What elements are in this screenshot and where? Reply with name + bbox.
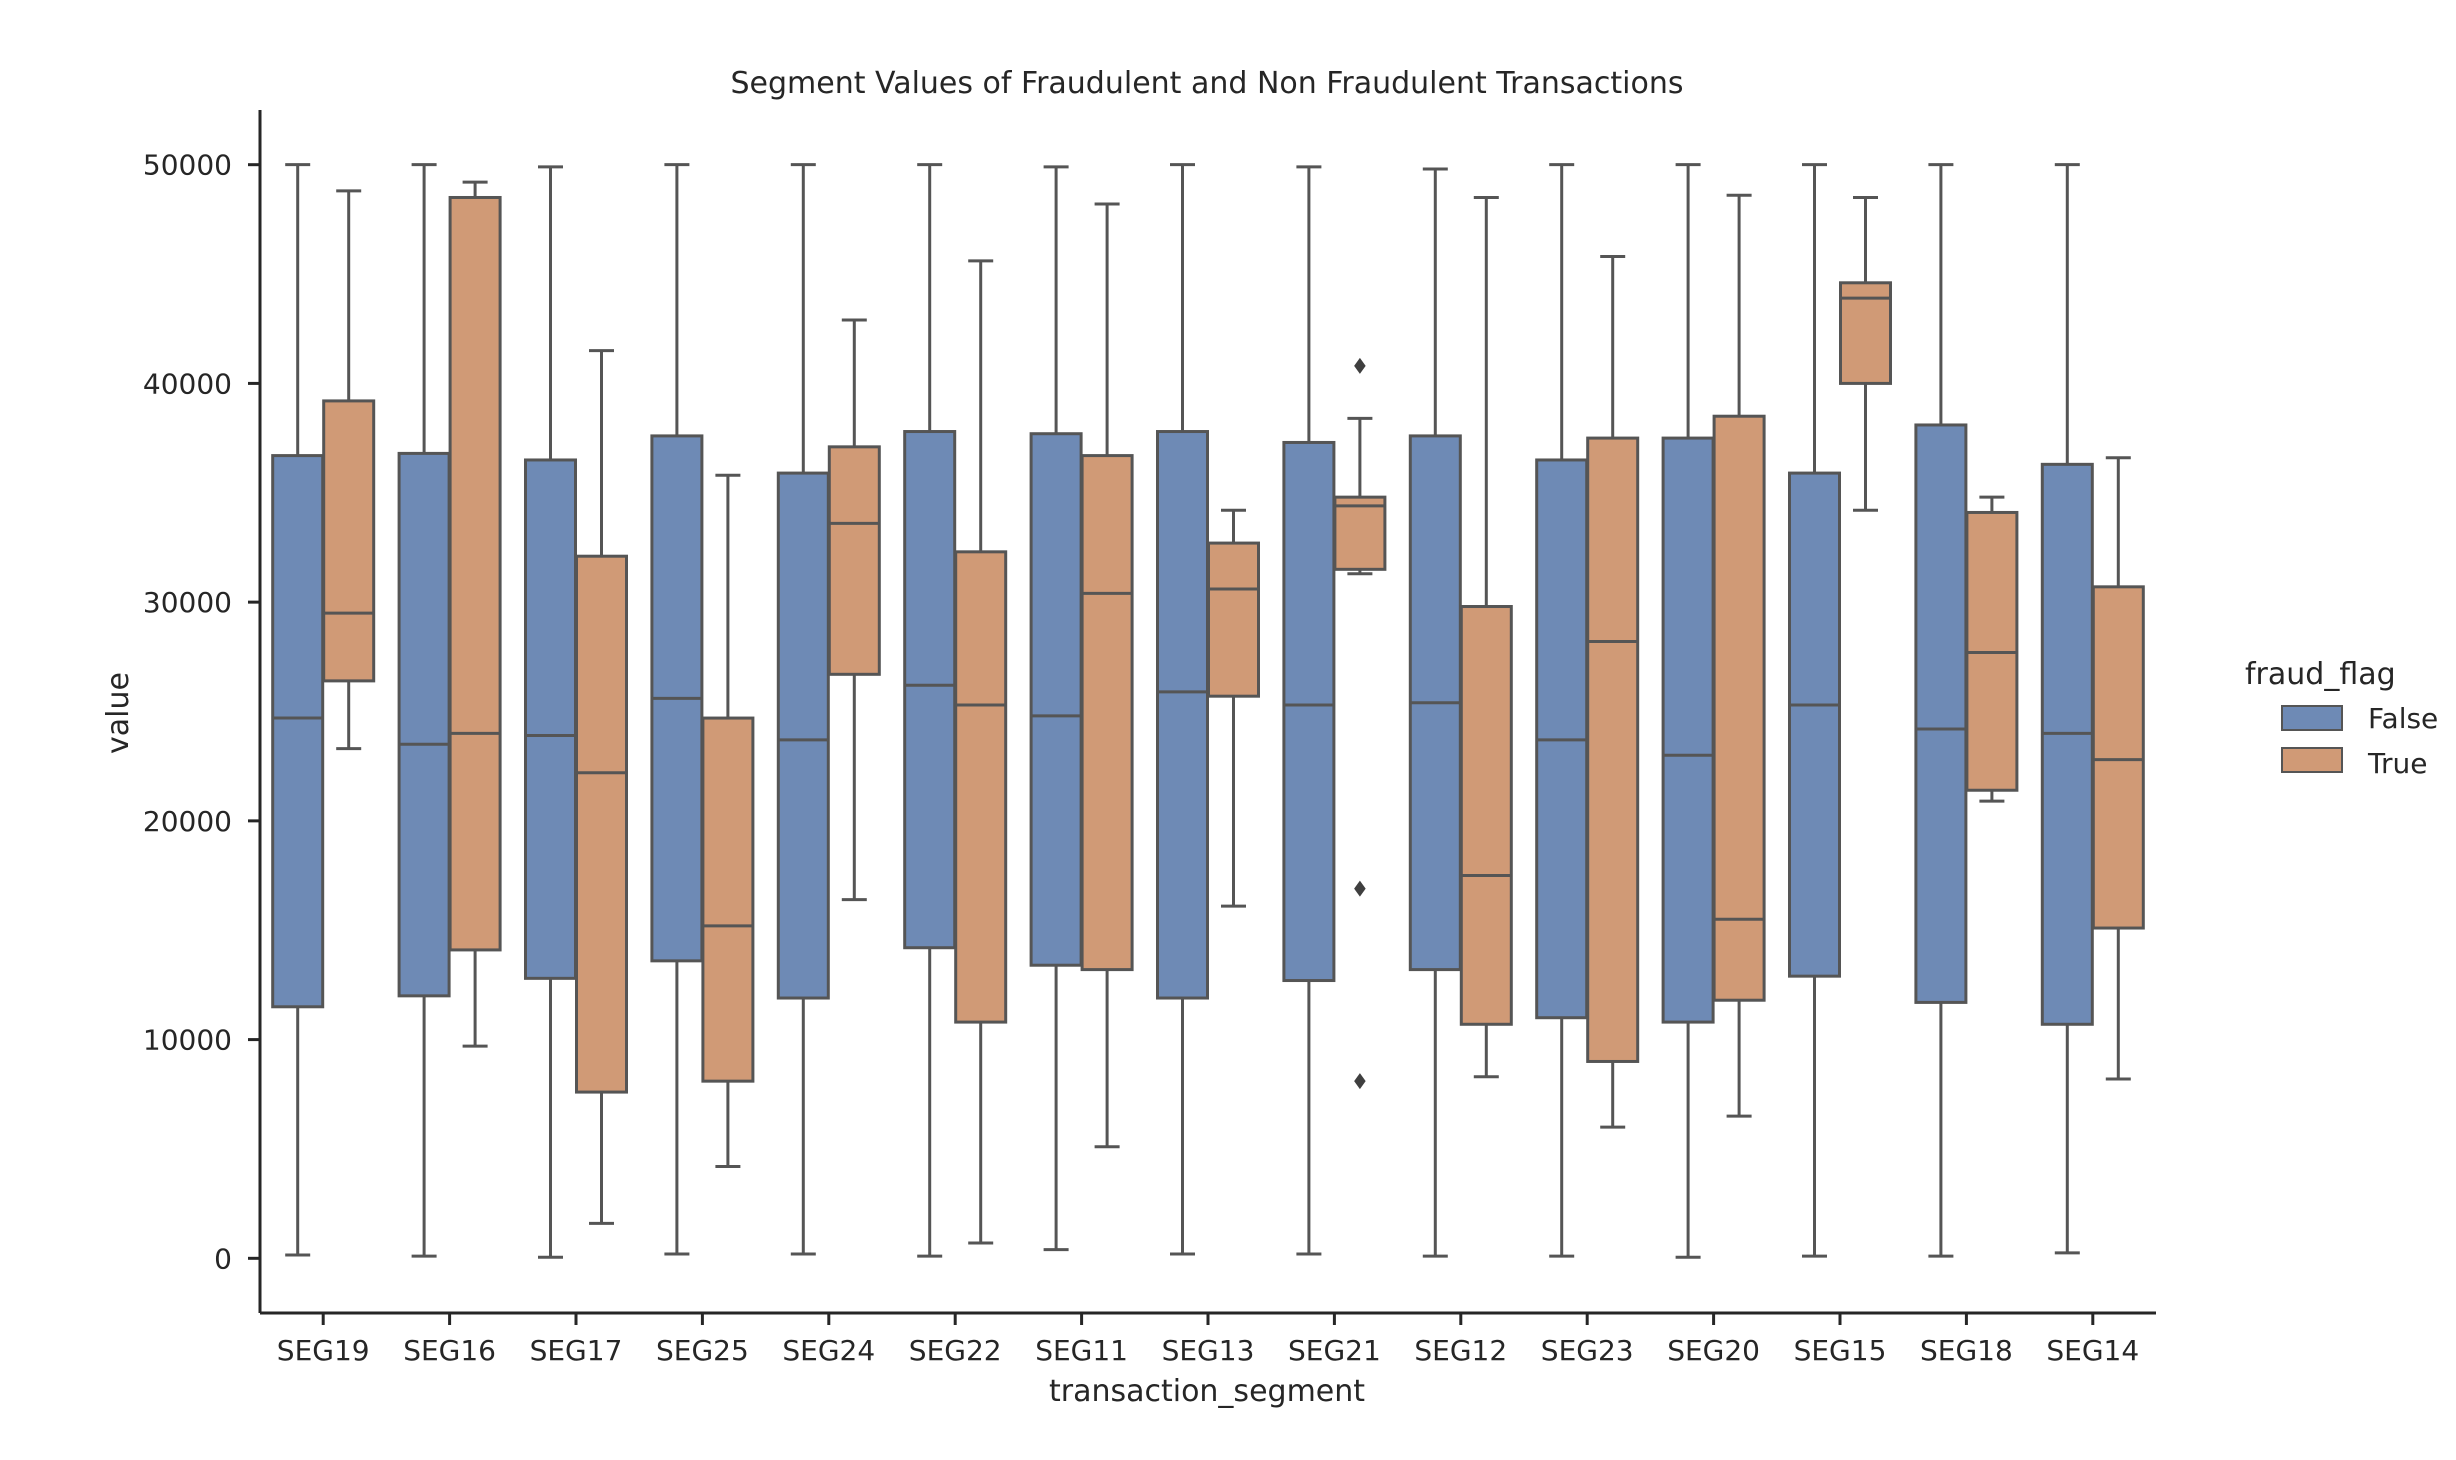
y-tick-label: 0: [214, 1242, 232, 1275]
x-axis-label: transaction_segment: [1049, 1374, 1365, 1409]
box-iqr: [1080, 454, 1134, 972]
box-seg22-false: [903, 163, 957, 1258]
box-seg16-false: [397, 163, 451, 1258]
box-seg20-true: [1712, 193, 1766, 1118]
x-tick-label: SEG16: [403, 1334, 496, 1367]
legend-item-true: True: [2281, 747, 2427, 780]
box-seg14-true: [2091, 456, 2145, 1081]
box-iqr: [776, 471, 830, 1000]
chart-title: Segment Values of Fraudulent and Non Fra…: [730, 66, 1683, 101]
box-iqr: [701, 716, 755, 1083]
legend-swatch-true: [2281, 747, 2343, 773]
box-seg25-true: [701, 473, 755, 1168]
boxes-layer: [271, 163, 2145, 1259]
box-iqr: [1207, 541, 1260, 698]
box-iqr: [2040, 462, 2094, 1026]
x-tick-label: SEG13: [1162, 1334, 1255, 1367]
box-seg17-true: [575, 349, 628, 1225]
legend-title: fraud_flag: [2245, 657, 2396, 692]
box-seg18-true: [1965, 495, 2019, 803]
y-tick-label: 40000: [143, 367, 232, 400]
box-iqr: [1333, 495, 1387, 571]
box-iqr: [397, 451, 451, 998]
x-tick-label: SEG25: [656, 1334, 749, 1367]
box-seg15-true: [1839, 195, 1892, 512]
box-iqr: [1156, 430, 1209, 1000]
box-seg24-true: [827, 318, 881, 902]
outlier-point: [1354, 1073, 1366, 1090]
legend: fraud_flag False True: [2245, 657, 2438, 780]
outlier-point: [1354, 880, 1366, 897]
box-iqr: [448, 195, 502, 952]
box-seg20-false: [1661, 163, 1715, 1259]
x-tick-label: SEG20: [1667, 1334, 1760, 1367]
box-seg12-true: [1459, 195, 1513, 1079]
box-iqr: [954, 550, 1008, 1024]
box-iqr: [575, 554, 628, 1094]
x-tick-label: SEG11: [1035, 1334, 1128, 1367]
legend-label-false: False: [2368, 702, 2438, 735]
x-tick-label: SEG22: [909, 1334, 1002, 1367]
y-tick-label: 20000: [143, 805, 232, 838]
x-ticks: SEG19 SEG16 SEG17 SEG25 SEG24 SEG22 SEG11 SEG13…: [277, 1313, 2139, 1367]
box-seg13-false: [1156, 163, 1209, 1256]
box-seg15-false: [1788, 163, 1841, 1258]
x-tick-label: SEG24: [782, 1334, 875, 1367]
box-seg21-false: [1282, 165, 1336, 1256]
legend-swatch-false: [2281, 705, 2343, 731]
box-seg22-true: [954, 259, 1008, 1245]
box-iqr: [271, 454, 325, 1009]
y-ticks: 0 10000 20000 30000 40000 50000: [143, 149, 260, 1275]
y-tick-label: 30000: [143, 586, 232, 619]
y-tick-label: 10000: [143, 1024, 232, 1057]
box-iqr: [524, 458, 577, 980]
box-iqr: [1586, 436, 1640, 1063]
outlier-point: [1354, 357, 1366, 374]
legend-label-true: True: [2367, 747, 2427, 780]
x-tick-label: SEG17: [530, 1334, 623, 1367]
box-seg17-false: [524, 165, 577, 1259]
box-seg16-true: [448, 180, 502, 1048]
box-seg12-false: [1408, 167, 1462, 1258]
legend-item-false: False: [2281, 702, 2438, 735]
box-seg14-false: [2040, 163, 2094, 1255]
box-iqr: [827, 445, 881, 676]
box-seg19-false: [271, 163, 325, 1257]
x-tick-label: SEG23: [1541, 1334, 1634, 1367]
box-seg18-false: [1914, 163, 1968, 1258]
x-tick-label: SEG18: [1920, 1334, 2013, 1367]
y-axis-label: value: [101, 672, 136, 754]
box-iqr: [1459, 605, 1513, 1026]
box-seg11-true: [1080, 202, 1134, 1149]
x-tick-label: SEG15: [1794, 1334, 1887, 1367]
box-seg11-false: [1029, 165, 1083, 1252]
box-iqr: [903, 430, 957, 950]
y-tick-label: 50000: [143, 149, 232, 182]
box-iqr: [1712, 414, 1766, 1002]
box-iqr: [1914, 423, 1968, 1004]
box-iqr: [1282, 440, 1336, 983]
box-iqr: [2091, 585, 2145, 930]
x-tick-label: SEG19: [277, 1334, 370, 1367]
box-seg21-true: [1333, 357, 1387, 1090]
box-iqr: [1788, 471, 1841, 978]
x-tick-label: SEG12: [1414, 1334, 1507, 1367]
box-seg25-false: [650, 163, 704, 1256]
box-iqr: [1661, 436, 1715, 1024]
box-seg13-true: [1207, 508, 1260, 908]
x-tick-label: SEG14: [2046, 1334, 2139, 1367]
box-seg23-true: [1586, 255, 1640, 1129]
box-iqr: [1029, 432, 1083, 967]
box-iqr: [322, 399, 376, 683]
box-seg19-true: [322, 189, 376, 751]
box-seg24-false: [776, 163, 830, 1256]
x-tick-label: SEG21: [1288, 1334, 1381, 1367]
box-seg23-false: [1535, 163, 1589, 1258]
